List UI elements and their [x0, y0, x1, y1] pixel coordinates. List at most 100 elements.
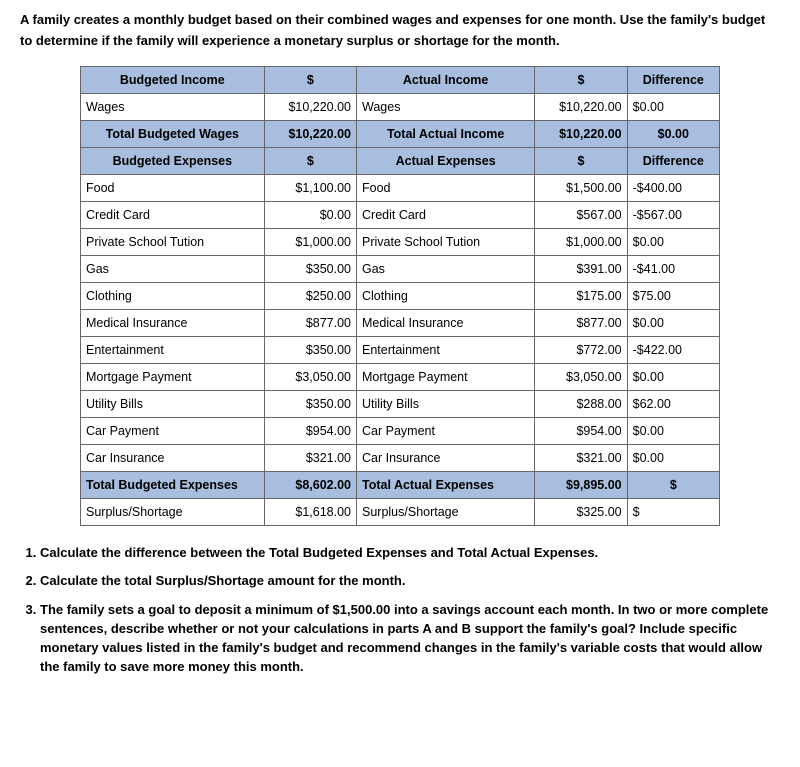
questions-list: Calculate the difference between the Tot… — [20, 544, 780, 677]
cell-diff: $ — [627, 471, 719, 498]
cell-label: Surplus/Shortage — [357, 498, 535, 525]
cell-label: Entertainment — [81, 336, 265, 363]
cell-value: $3,050.00 — [264, 363, 356, 390]
cell-label: Entertainment — [357, 336, 535, 363]
cell-value: $350.00 — [264, 255, 356, 282]
cell-diff: $62.00 — [627, 390, 719, 417]
cell-label: Total Actual Income — [357, 120, 535, 147]
expense-row: Gas$350.00Gas$391.00-$41.00 — [81, 255, 720, 282]
cell-label: Car Payment — [81, 417, 265, 444]
cell-label: Car Insurance — [357, 444, 535, 471]
expense-total-row: Total Budgeted Expenses $8,602.00 Total … — [81, 471, 720, 498]
income-row: Wages $10,220.00 Wages $10,220.00 $0.00 — [81, 93, 720, 120]
cell-label: Food — [81, 174, 265, 201]
question-2: Calculate the total Surplus/Shortage amo… — [40, 572, 780, 591]
cell-label: Gas — [357, 255, 535, 282]
hdr-dollar: $ — [264, 147, 356, 174]
cell-value: $10,220.00 — [535, 120, 627, 147]
expense-row: Utility Bills$350.00Utility Bills$288.00… — [81, 390, 720, 417]
cell-value: $0.00 — [264, 201, 356, 228]
cell-label: Credit Card — [357, 201, 535, 228]
expense-row: Food$1,100.00Food$1,500.00-$400.00 — [81, 174, 720, 201]
cell-label: Private School Tution — [81, 228, 265, 255]
cell-label: Total Budgeted Expenses — [81, 471, 265, 498]
expense-row: Entertainment$350.00Entertainment$772.00… — [81, 336, 720, 363]
cell-label: Medical Insurance — [81, 309, 265, 336]
cell-value: $350.00 — [264, 390, 356, 417]
cell-label: Gas — [81, 255, 265, 282]
cell-value: $321.00 — [535, 444, 627, 471]
expense-row: Medical Insurance$877.00Medical Insuranc… — [81, 309, 720, 336]
hdr-dollar: $ — [535, 147, 627, 174]
cell-diff: $0.00 — [627, 309, 719, 336]
cell-label: Private School Tution — [357, 228, 535, 255]
cell-value: $391.00 — [535, 255, 627, 282]
budget-table: Budgeted Income $ Actual Income $ Differ… — [80, 66, 720, 526]
cell-diff: $ — [627, 498, 719, 525]
expense-row: Credit Card$0.00Credit Card$567.00-$567.… — [81, 201, 720, 228]
question-3: The family sets a goal to deposit a mini… — [40, 601, 780, 676]
cell-label: Total Budgeted Wages — [81, 120, 265, 147]
cell-label: Wages — [81, 93, 265, 120]
cell-diff: $0.00 — [627, 93, 719, 120]
cell-value: $9,895.00 — [535, 471, 627, 498]
hdr-dollar: $ — [264, 66, 356, 93]
hdr-difference: Difference — [627, 147, 719, 174]
cell-label: Utility Bills — [81, 390, 265, 417]
cell-diff: -$400.00 — [627, 174, 719, 201]
cell-label: Surplus/Shortage — [81, 498, 265, 525]
cell-value: $954.00 — [535, 417, 627, 444]
question-1: Calculate the difference between the Tot… — [40, 544, 780, 563]
cell-value: $567.00 — [535, 201, 627, 228]
cell-label: Utility Bills — [357, 390, 535, 417]
cell-label: Clothing — [357, 282, 535, 309]
cell-label: Wages — [357, 93, 535, 120]
cell-label: Total Actual Expenses — [357, 471, 535, 498]
expense-row: Clothing$250.00Clothing$175.00$75.00 — [81, 282, 720, 309]
cell-value: $175.00 — [535, 282, 627, 309]
hdr-difference: Difference — [627, 66, 719, 93]
cell-value: $877.00 — [264, 309, 356, 336]
hdr-dollar: $ — [535, 66, 627, 93]
cell-value: $288.00 — [535, 390, 627, 417]
cell-diff: $75.00 — [627, 282, 719, 309]
cell-value: $8,602.00 — [264, 471, 356, 498]
cell-value: $250.00 — [264, 282, 356, 309]
cell-label: Medical Insurance — [357, 309, 535, 336]
cell-label: Food — [357, 174, 535, 201]
cell-value: $10,220.00 — [535, 93, 627, 120]
expense-row: Car Insurance$321.00Car Insurance$321.00… — [81, 444, 720, 471]
expense-row: Private School Tution$1,000.00Private Sc… — [81, 228, 720, 255]
cell-value: $877.00 — [535, 309, 627, 336]
expense-row: Car Payment$954.00Car Payment$954.00$0.0… — [81, 417, 720, 444]
cell-diff: -$567.00 — [627, 201, 719, 228]
hdr-actual-expenses: Actual Expenses — [357, 147, 535, 174]
header-income: Budgeted Income $ Actual Income $ Differ… — [81, 66, 720, 93]
cell-value: $321.00 — [264, 444, 356, 471]
cell-label: Car Payment — [357, 417, 535, 444]
cell-value: $325.00 — [535, 498, 627, 525]
income-total-row: Total Budgeted Wages $10,220.00 Total Ac… — [81, 120, 720, 147]
cell-diff: $0.00 — [627, 363, 719, 390]
intro-text: A family creates a monthly budget based … — [20, 10, 780, 52]
cell-value: $954.00 — [264, 417, 356, 444]
cell-value: $3,050.00 — [535, 363, 627, 390]
header-expenses: Budgeted Expenses $ Actual Expenses $ Di… — [81, 147, 720, 174]
cell-value: $1,000.00 — [264, 228, 356, 255]
cell-label: Clothing — [81, 282, 265, 309]
cell-diff: -$41.00 — [627, 255, 719, 282]
cell-value: $1,000.00 — [535, 228, 627, 255]
hdr-budgeted-income: Budgeted Income — [81, 66, 265, 93]
cell-label: Mortgage Payment — [357, 363, 535, 390]
cell-value: $10,220.00 — [264, 93, 356, 120]
hdr-budgeted-expenses: Budgeted Expenses — [81, 147, 265, 174]
cell-value: $1,500.00 — [535, 174, 627, 201]
cell-label: Mortgage Payment — [81, 363, 265, 390]
cell-diff: $0.00 — [627, 120, 719, 147]
cell-value: $1,100.00 — [264, 174, 356, 201]
cell-diff: $0.00 — [627, 228, 719, 255]
cell-label: Car Insurance — [81, 444, 265, 471]
cell-value: $772.00 — [535, 336, 627, 363]
cell-value: $1,618.00 — [264, 498, 356, 525]
cell-value: $350.00 — [264, 336, 356, 363]
